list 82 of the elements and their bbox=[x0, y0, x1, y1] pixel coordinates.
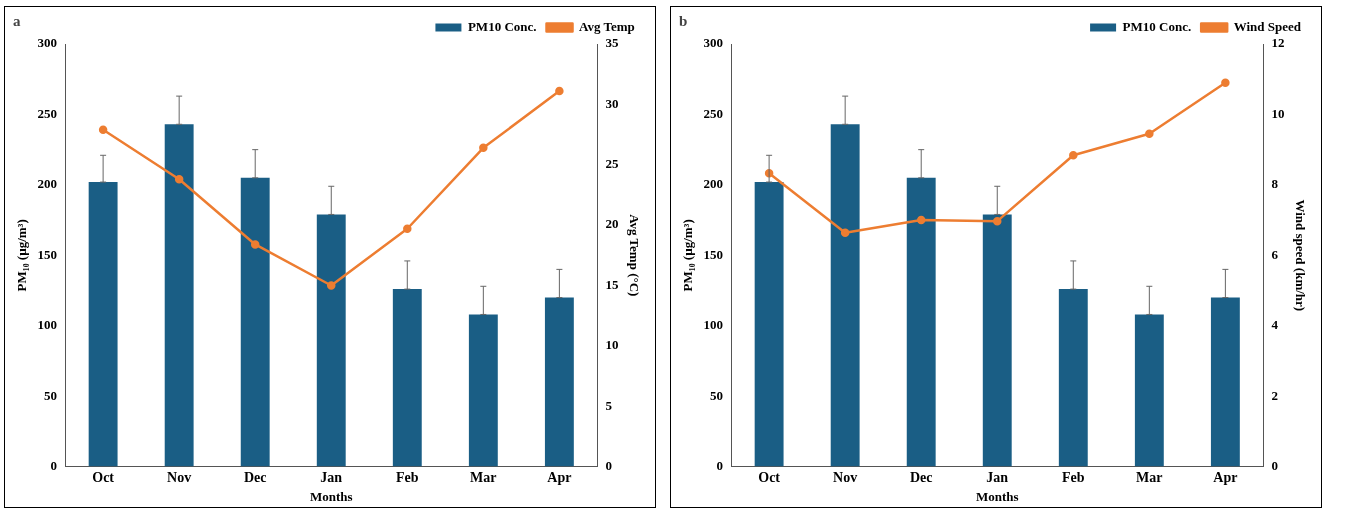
bar bbox=[392, 289, 422, 467]
y-axis-title: PM₁₀ (µg/m³) bbox=[14, 219, 30, 292]
x-tick-label: Feb bbox=[1062, 469, 1085, 485]
bar bbox=[240, 177, 270, 467]
x-axis-title: Months bbox=[309, 488, 353, 504]
x-tick-label: Feb bbox=[396, 469, 419, 485]
y-tick-label: 250 bbox=[703, 105, 724, 121]
y-tick-label: 300 bbox=[703, 35, 724, 51]
bar bbox=[468, 314, 498, 467]
y2-tick-label: 20 bbox=[605, 216, 619, 232]
y2-tick-label: 25 bbox=[605, 156, 619, 172]
point bbox=[1221, 78, 1230, 87]
bar bbox=[754, 182, 784, 467]
y2-tick-label: 8 bbox=[1271, 176, 1279, 192]
y2-axis-title: Wind speed (km/hr) bbox=[1292, 199, 1308, 312]
y2-tick-label: 5 bbox=[605, 397, 613, 413]
x-tick-label: Mar bbox=[470, 469, 497, 485]
legend-label: Wind Speed bbox=[1233, 18, 1302, 34]
chart-title: b bbox=[679, 13, 688, 30]
y-tick-label: 50 bbox=[44, 387, 58, 403]
y-tick-label: 200 bbox=[37, 176, 58, 192]
x-tick-label: Nov bbox=[833, 469, 858, 485]
y2-tick-label: 15 bbox=[605, 276, 619, 292]
bar bbox=[164, 124, 194, 467]
legend-label: PM10 Conc. bbox=[1122, 18, 1192, 34]
point bbox=[916, 215, 926, 225]
point bbox=[1069, 151, 1078, 160]
x-tick-label: Nov bbox=[167, 469, 192, 485]
y-tick-label: 150 bbox=[703, 246, 724, 262]
point bbox=[174, 174, 184, 184]
y2-tick-label: 10 bbox=[605, 337, 619, 353]
y-tick-label: 200 bbox=[703, 176, 724, 192]
y2-tick-label: 30 bbox=[605, 95, 619, 111]
y-tick-label: 300 bbox=[37, 35, 58, 51]
bar bbox=[544, 297, 574, 467]
bar bbox=[1210, 297, 1240, 467]
point bbox=[1145, 129, 1154, 139]
y2-tick-label: 0 bbox=[1271, 457, 1278, 473]
bar bbox=[982, 214, 1012, 467]
y-tick-label: 250 bbox=[37, 105, 58, 121]
legend-label: PM10 Conc. bbox=[467, 18, 537, 34]
bar bbox=[316, 214, 346, 467]
x-tick-label: Oct bbox=[758, 469, 781, 485]
x-tick-label: Mar bbox=[1136, 469, 1163, 485]
point bbox=[840, 228, 850, 238]
bar bbox=[906, 177, 936, 467]
point bbox=[555, 86, 564, 96]
y-tick-label: 0 bbox=[50, 457, 58, 473]
bar bbox=[88, 182, 118, 467]
y-tick-label: 100 bbox=[703, 317, 724, 333]
y-tick-label: 50 bbox=[710, 387, 724, 403]
y2-tick-label: 35 bbox=[605, 35, 619, 51]
y-tick-label: 0 bbox=[716, 457, 724, 473]
x-tick-label: Apr bbox=[547, 469, 572, 485]
y2-axis-title: Avg Temp (°C) bbox=[626, 214, 642, 297]
point bbox=[98, 125, 108, 134]
bar bbox=[1058, 289, 1088, 467]
y2-tick-label: 4 bbox=[1271, 317, 1279, 333]
x-axis-title: Months bbox=[975, 488, 1019, 504]
y2-tick-label: 2 bbox=[1271, 387, 1278, 403]
bar bbox=[1134, 314, 1164, 467]
point bbox=[327, 281, 336, 290]
point bbox=[993, 216, 1002, 226]
x-tick-label: Apr bbox=[1213, 469, 1238, 485]
chart-title: a bbox=[13, 13, 21, 30]
x-tick-label: Jan bbox=[986, 469, 1009, 485]
point bbox=[403, 224, 412, 233]
bar bbox=[830, 124, 860, 467]
y2-tick-label: 6 bbox=[1271, 246, 1279, 262]
y-tick-label: 150 bbox=[37, 246, 58, 262]
x-tick-label: Jan bbox=[320, 469, 343, 485]
x-tick-label: Dec bbox=[909, 469, 933, 485]
x-tick-label: Dec bbox=[243, 469, 267, 485]
y-tick-label: 100 bbox=[37, 317, 58, 333]
y2-tick-label: 12 bbox=[1271, 35, 1285, 51]
x-tick-label: Oct bbox=[92, 469, 115, 485]
legend-label: Avg Temp bbox=[579, 18, 635, 34]
y2-tick-label: 10 bbox=[1271, 105, 1285, 121]
point bbox=[479, 143, 488, 153]
y2-tick-label: 0 bbox=[605, 457, 612, 473]
point bbox=[250, 240, 260, 249]
y-axis-title: PM₁₀ (µg/m³) bbox=[680, 219, 696, 292]
